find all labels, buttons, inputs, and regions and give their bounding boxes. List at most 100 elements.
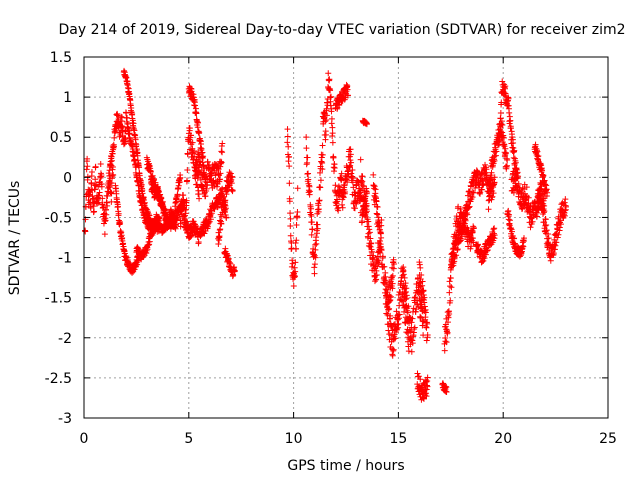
data-point [83, 166, 90, 173]
data-point [331, 165, 338, 172]
data-point [347, 162, 354, 169]
data-point [453, 252, 460, 259]
data-point [328, 115, 335, 122]
data-point [415, 373, 422, 380]
data-point [211, 183, 218, 190]
data-point [458, 230, 465, 237]
data-point [294, 208, 301, 215]
data-point [394, 321, 401, 328]
data-point [412, 294, 419, 301]
data-point [516, 253, 523, 260]
data-point [371, 183, 378, 190]
data-point [92, 176, 99, 183]
data-point [342, 188, 349, 195]
data-point [386, 305, 393, 312]
data-point [191, 153, 198, 160]
data-point [447, 297, 454, 304]
data-point [520, 235, 527, 242]
data-point [534, 148, 541, 155]
data-point [328, 93, 335, 100]
data-point [353, 200, 360, 207]
data-point [373, 210, 380, 217]
data-point [97, 160, 104, 167]
data-point [467, 245, 474, 252]
data-point [228, 180, 235, 187]
data-point [468, 243, 475, 250]
data-point [554, 234, 561, 241]
data-point [218, 148, 225, 155]
data-point [180, 196, 187, 203]
data-point [290, 283, 297, 290]
data-point [223, 214, 230, 221]
data-point [408, 319, 415, 326]
data-point [156, 215, 163, 222]
data-point [312, 246, 319, 253]
data-point [486, 185, 493, 192]
data-point [113, 111, 120, 118]
data-point [398, 297, 405, 304]
data-point [497, 123, 504, 130]
data-point [535, 203, 542, 210]
data-point [552, 242, 559, 249]
data-point [287, 232, 294, 239]
data-point [525, 194, 532, 201]
data-point [313, 240, 320, 247]
data-point [219, 209, 226, 216]
data-point [304, 154, 311, 161]
data-point [338, 170, 345, 177]
data-point [478, 186, 485, 193]
data-point [544, 189, 551, 196]
data-point [515, 173, 522, 180]
data-series-sdtvar [82, 67, 570, 403]
data-point [408, 348, 415, 355]
data-point [507, 224, 514, 231]
data-point [465, 204, 472, 211]
x-tick-labels: 0 5 10 15 20 25 [80, 431, 617, 447]
data-point [422, 309, 429, 316]
data-point [557, 221, 564, 228]
data-point [476, 189, 483, 196]
data-point [405, 303, 412, 310]
data-point [493, 148, 500, 155]
data-point [417, 264, 424, 271]
data-point [311, 251, 318, 258]
data-point [373, 198, 380, 205]
data-point [339, 201, 346, 208]
data-point [286, 198, 293, 205]
data-point [536, 186, 543, 193]
data-point [360, 183, 367, 190]
data-point [288, 263, 295, 270]
data-point [115, 210, 122, 217]
data-point [466, 203, 473, 210]
grid [84, 57, 608, 418]
data-point [454, 246, 461, 253]
data-point [411, 324, 418, 331]
data-point [336, 192, 343, 199]
data-point [480, 180, 487, 187]
data-point [374, 203, 381, 210]
y-tick-label: -0.5 [45, 210, 72, 226]
data-point [286, 163, 293, 170]
data-point [117, 220, 124, 227]
data-point [511, 235, 518, 242]
y-tick-label: -1 [58, 251, 72, 267]
data-point [448, 284, 455, 291]
data-point [523, 184, 530, 191]
data-point [348, 159, 355, 166]
data-point [488, 169, 495, 176]
data-point [328, 108, 335, 115]
data-point [101, 231, 108, 238]
data-point [327, 87, 334, 94]
data-point [108, 190, 115, 197]
data-point [106, 178, 113, 185]
data-point [184, 177, 191, 184]
y-tick-label: 1 [63, 90, 72, 106]
data-point [506, 109, 513, 116]
data-point [229, 187, 236, 194]
data-point [218, 159, 225, 166]
data-point [218, 213, 225, 220]
data-point [217, 170, 224, 177]
data-point [403, 292, 410, 299]
data-point [532, 141, 539, 148]
data-point [389, 280, 396, 287]
